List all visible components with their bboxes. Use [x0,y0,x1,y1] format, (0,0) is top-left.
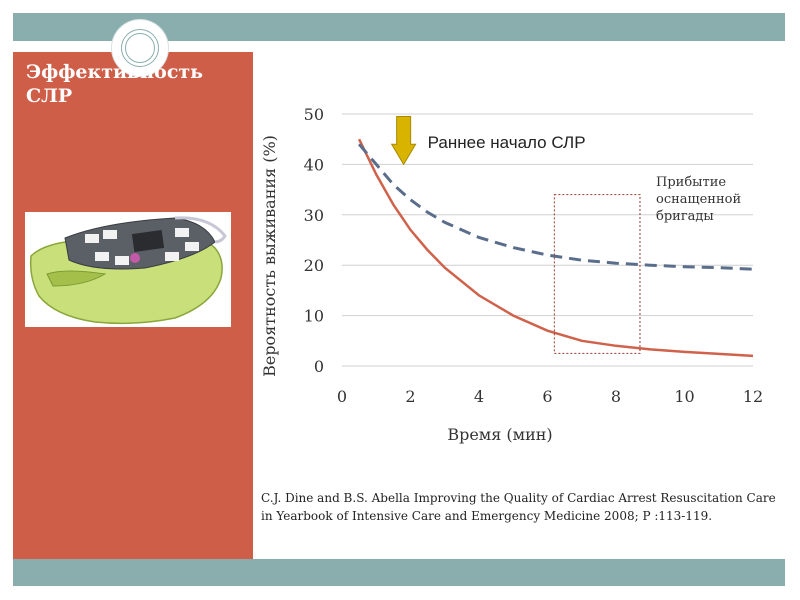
team-arrival-label: бригады [656,209,714,224]
series-line-dashed [357,143,754,271]
aed-defibrillator-icon [25,212,231,327]
x-tick-label: 12 [743,387,763,406]
x-tick-label: 0 [337,387,347,406]
down-arrow-icon [390,116,417,166]
slide-title: Эффективность СЛР [26,61,204,107]
y-tick-label: 0 [314,357,324,376]
y-axis-title: Вероятность выживания (%) [260,135,279,377]
team-arrival-label: Прибытие [656,175,726,190]
bottom-decorative-band [13,559,785,586]
x-tick-label: 10 [674,387,694,406]
x-tick-label: 6 [542,387,552,406]
y-tick-label: 50 [304,105,324,124]
y-tick-label: 30 [304,206,324,225]
citation-text: C.J. Dine and B.S. Abella Improving the … [261,491,776,523]
x-tick-label: 2 [405,387,415,406]
team-arrival-box [553,194,641,354]
y-tick-label: 40 [304,155,324,174]
series-line-solid [357,138,754,358]
x-axis-title: Время (мин) [447,425,552,444]
team-arrival-label: оснащенной [656,192,741,207]
circle-ornament-icon [112,20,168,76]
y-tick-label: 20 [304,256,324,275]
x-tick-label: 8 [611,387,621,406]
early-start-label: Раннее начало СЛР [428,133,586,152]
y-tick-label: 10 [304,307,324,326]
survival-chart: 0 10 20 30 40 50 0 2 4 6 8 10 12 Время (мин) Вероятнос… [255,100,785,450]
x-tick-label: 4 [474,387,484,406]
